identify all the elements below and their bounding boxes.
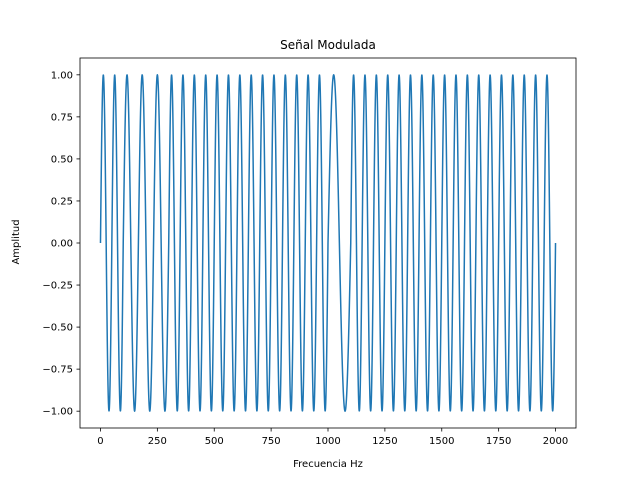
y-tick-label: 0.50 (51, 154, 73, 165)
y-tick-label: −0.25 (42, 281, 73, 292)
y-tick-label: 1.00 (51, 70, 73, 81)
x-tick-label: 2000 (543, 436, 568, 447)
chart-title: Señal Modulada (280, 38, 376, 52)
x-tick-label: 1750 (486, 436, 511, 447)
x-tick-label: 1500 (429, 436, 454, 447)
x-tick-label: 1250 (372, 436, 397, 447)
y-tick-label: 0.25 (51, 196, 73, 207)
x-tick-label: 0 (97, 436, 103, 447)
y-tick-label: −0.50 (42, 323, 73, 334)
x-tick-label: 500 (205, 436, 224, 447)
y-tick-label: 0.00 (51, 239, 73, 250)
series-line (99, 74, 557, 412)
y-tick-label: −1.00 (42, 407, 73, 418)
x-axis-title: Frecuencia Hz (293, 459, 363, 470)
x-tick-label: 250 (148, 436, 167, 447)
y-tick-label: −0.75 (42, 365, 73, 376)
plot-area: 0 250 500 750 1000 1250 1500 1750 2000 −1.00 −0.75… (42, 57, 577, 447)
y-axis-title: Amplitud (11, 219, 22, 264)
x-tick-label: 1000 (315, 436, 340, 447)
y-tick-label: 0.75 (51, 112, 73, 123)
x-tick-label: 750 (262, 436, 281, 447)
